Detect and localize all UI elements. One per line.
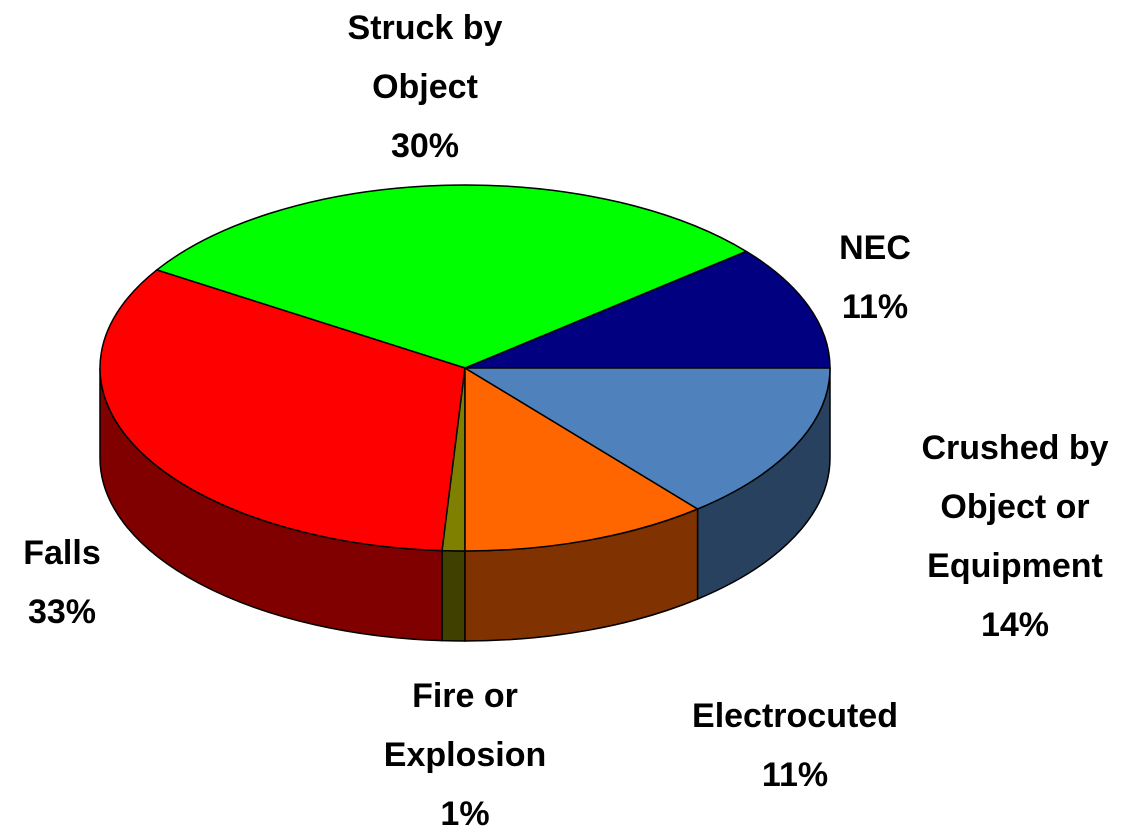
- value-label: 33%: [28, 593, 96, 631]
- label-line: Object or: [940, 488, 1089, 526]
- category-label: Falls: [23, 534, 100, 572]
- pie-sides: [99, 367, 831, 642]
- category-label: Crushed by Object or Equipment: [921, 429, 1108, 585]
- value-label: 11%: [762, 756, 828, 794]
- label-line: Struck by: [348, 9, 503, 47]
- value-label: 30%: [391, 127, 459, 165]
- pie-slice: [464, 366, 700, 552]
- value-label: 11%: [842, 288, 908, 326]
- label-line: Equipment: [927, 547, 1103, 585]
- pie-slice: [464, 250, 831, 369]
- label-line: Fire or: [412, 677, 518, 715]
- category-label: Electrocuted: [692, 697, 898, 735]
- pie-slice: [462, 367, 831, 510]
- label-line: Crushed by: [921, 429, 1108, 467]
- category-label: Fire or Explosion: [384, 677, 546, 774]
- pie-slice: [99, 269, 466, 552]
- label-line: Object: [372, 68, 478, 106]
- label-line: Electrocuted: [692, 697, 898, 735]
- category-label: Struck by Object: [348, 9, 503, 106]
- pie-slice: [155, 184, 748, 369]
- category-label: NEC: [839, 229, 911, 267]
- pie-top: [99, 184, 831, 552]
- pie-slice-side: [441, 549, 466, 642]
- label-line: Explosion: [384, 736, 546, 774]
- value-label: 1%: [440, 795, 489, 830]
- value-label: 14%: [981, 606, 1049, 644]
- label-line: NEC: [839, 229, 911, 267]
- label-line: Falls: [23, 534, 100, 572]
